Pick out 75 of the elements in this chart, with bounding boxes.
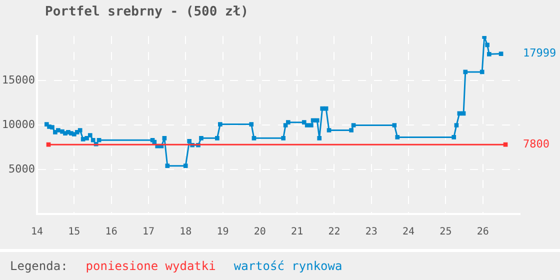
- point: [482, 36, 486, 39]
- point: [63, 131, 68, 136]
- point: [53, 130, 58, 134]
- x-tick-label: 16: [105, 226, 118, 238]
- point: [84, 136, 89, 140]
- point: [252, 136, 256, 140]
- point: [88, 133, 92, 138]
- y-tick-label: 5000: [8, 162, 35, 176]
- point: [215, 136, 220, 140]
- x-tick-label: 21: [291, 226, 304, 238]
- x-tick-label: 17: [142, 226, 154, 238]
- point: [326, 128, 332, 132]
- x-tick-label: 25: [440, 226, 452, 238]
- point: [452, 135, 456, 140]
- data-label: 17999: [523, 46, 556, 60]
- point: [485, 42, 490, 48]
- point: [165, 164, 170, 168]
- point: [349, 128, 354, 132]
- point: [199, 136, 204, 140]
- y-tick-label: 15000: [2, 73, 35, 86]
- point: [317, 136, 322, 140]
- chart-title: Portfel srebrny - (500 zł): [45, 4, 248, 20]
- point: [324, 106, 328, 111]
- point: [503, 142, 508, 147]
- point: [302, 120, 306, 124]
- point: [454, 123, 459, 128]
- point: [395, 135, 400, 140]
- point: [44, 122, 49, 126]
- x-tick-label: 22: [328, 226, 340, 238]
- point: [392, 123, 397, 128]
- y-tick-label: 10000: [2, 118, 35, 131]
- point: [69, 131, 74, 136]
- point: [80, 136, 86, 142]
- point: [187, 138, 192, 144]
- point: [90, 138, 96, 142]
- x-tick-label: 24: [402, 226, 415, 238]
- point: [498, 52, 504, 56]
- x-tick-label: 18: [180, 226, 192, 238]
- point: [309, 123, 314, 128]
- x-tick-label: 15: [68, 226, 80, 238]
- point: [66, 130, 70, 134]
- point: [72, 132, 76, 136]
- point: [78, 128, 82, 132]
- text: wartość rynkowa: [234, 259, 342, 273]
- legend-title: Legenda:: [10, 259, 68, 273]
- point: [60, 129, 64, 134]
- point: [463, 70, 468, 74]
- point: [351, 123, 356, 128]
- point: [281, 136, 286, 140]
- point: [46, 142, 51, 147]
- point: [304, 123, 310, 128]
- point: [461, 111, 466, 116]
- point: [183, 164, 188, 168]
- point: [162, 136, 167, 140]
- point: [218, 122, 222, 126]
- point: [487, 52, 492, 56]
- x-tick-label: 19: [216, 226, 229, 238]
- x-tick-label: 26: [476, 226, 489, 238]
- point: [457, 111, 462, 116]
- point: [50, 125, 54, 130]
- point: [286, 120, 290, 124]
- point: [320, 106, 325, 111]
- x-tick-label: 23: [365, 226, 378, 238]
- text: poniesione wydatki: [86, 259, 216, 273]
- point: [74, 130, 80, 134]
- point: [249, 122, 254, 126]
- point: [310, 118, 316, 123]
- point: [480, 70, 484, 74]
- x-tick-label: 20: [254, 226, 266, 238]
- x-tick-label: 14: [30, 226, 44, 238]
- point: [96, 138, 102, 142]
- data-label: 7800: [523, 137, 550, 150]
- point: [283, 123, 288, 128]
- point: [314, 118, 320, 123]
- point: [56, 128, 60, 132]
